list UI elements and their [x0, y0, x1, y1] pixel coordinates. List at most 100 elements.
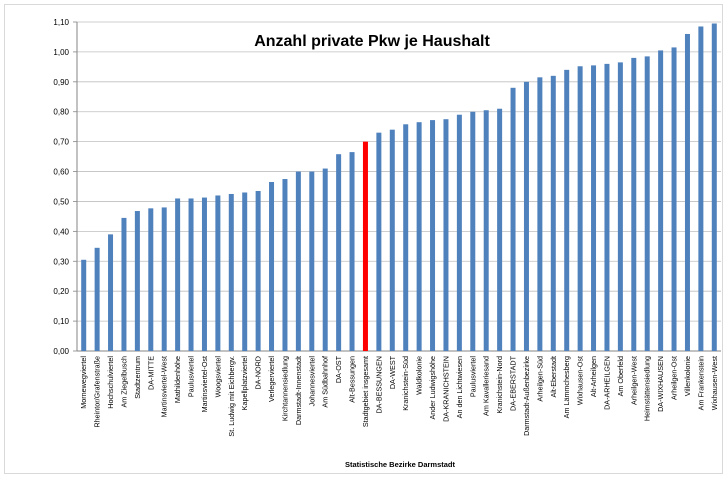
bar	[564, 69, 570, 351]
y-tick-label: 0,80	[53, 108, 69, 117]
bar	[430, 120, 436, 351]
bar	[497, 108, 503, 352]
x-tick-label: Hochschulviertel	[106, 356, 115, 409]
bar	[658, 50, 664, 351]
bar	[376, 132, 382, 351]
bar	[148, 208, 154, 351]
x-tick-label: Stadtzentrum	[133, 356, 142, 399]
bar	[175, 198, 181, 351]
bar	[81, 259, 87, 351]
y-tick-label: 0,00	[53, 347, 69, 356]
x-tick-label: An den Lichtwiesen	[455, 356, 464, 418]
x-tick-label: Kapellplatzviertel	[240, 356, 249, 411]
bar	[215, 195, 221, 351]
x-tick-label: Villenkolonie	[683, 356, 692, 396]
bar	[188, 198, 194, 351]
bar	[671, 47, 677, 351]
x-tick-label: Am Südbahnhof	[321, 356, 330, 408]
x-tick-label: Am Ziegelbusch	[119, 356, 128, 408]
x-tick-label: Arheilgen-West	[629, 356, 638, 405]
bar	[201, 197, 207, 351]
x-tick-label: Alt-Bessungen	[348, 356, 357, 403]
bar	[698, 26, 704, 352]
bar	[322, 168, 328, 351]
y-tick-label: 0,50	[53, 197, 69, 206]
x-tick-label: Stadtgebiet insgesamt	[361, 356, 370, 427]
bar	[604, 63, 610, 351]
x-tick-label: DA-MITTE	[146, 356, 155, 390]
x-tick-label: DA-NORD	[254, 356, 263, 390]
bar	[269, 182, 275, 351]
x-tick-label: DA-WEST	[388, 355, 397, 389]
y-tick-label: 1,00	[53, 48, 69, 57]
bar	[161, 207, 167, 351]
x-tick-label: Alt-Arheilgen	[589, 356, 598, 397]
x-tick-label: Arheilgen-Ost	[670, 356, 679, 400]
x-tick-label: Rheintor/Grafenstraße	[93, 356, 102, 428]
axes	[73, 21, 721, 352]
x-tick-label: Darmstadt-Außenbezirke	[522, 356, 531, 436]
bar	[94, 247, 100, 351]
x-tick-label: DA-OST	[334, 355, 343, 383]
x-tick-label: Heimstättensiedlung	[643, 356, 652, 421]
x-tick-label: Am Kavalleriesand	[482, 356, 491, 416]
bars	[81, 23, 717, 352]
x-tick-label: Verlegerviertel	[267, 356, 276, 402]
bar	[631, 57, 637, 352]
y-tick-label: 0,90	[53, 78, 69, 87]
bar	[684, 33, 690, 352]
x-tick-label: Darmstadt-Innenstadt	[294, 356, 303, 425]
bar	[443, 119, 449, 351]
x-axis-title: Statistische Bezirke Darmstadt	[345, 460, 456, 469]
bar	[644, 56, 650, 352]
bar	[591, 65, 597, 352]
x-tick-label: DA-WIXHAUSEN	[656, 356, 665, 412]
bar	[295, 171, 301, 351]
bar	[483, 110, 489, 352]
y-tick-label: 0,30	[53, 257, 69, 266]
bar	[336, 154, 342, 351]
bar	[282, 179, 288, 351]
x-tick-label: DA-KRANICHSTEIN	[441, 356, 450, 422]
bar	[403, 124, 409, 351]
x-tick-label: Martinsviertel-West	[160, 356, 169, 417]
y-tick-label: 1,10	[53, 18, 69, 27]
bar	[349, 152, 355, 351]
bar	[510, 87, 516, 352]
x-tick-label: Am Oberfeld	[616, 356, 625, 396]
x-tick-label: Woogsviertel	[213, 356, 222, 398]
x-tick-label: Kirchtannensiedlung	[280, 356, 289, 421]
bar	[537, 77, 543, 351]
y-tick-label: 0,10	[53, 317, 69, 326]
bar	[577, 66, 583, 352]
x-tick-label: Paulusviertel	[468, 356, 477, 398]
x-tick-label: St. Ludwig mit Eichbergv.	[227, 356, 236, 437]
bar	[121, 217, 127, 351]
y-tick-labels: 0,00 0,10 0,20 0,30 0,40 0,50 0,60 0,70 0,80 0,90…	[53, 18, 69, 356]
bar	[550, 75, 556, 351]
x-tick-label: Arheilgen-Süd	[535, 356, 544, 402]
x-tick-label: DA-EBERSTADT	[509, 355, 518, 411]
bar	[309, 171, 315, 351]
bar	[456, 114, 462, 351]
x-tick-label: Mornewegviertel	[79, 356, 88, 409]
bar	[108, 234, 114, 351]
y-tick-label: 0,40	[53, 227, 69, 236]
x-tick-label: Kranichstein-Nord	[495, 356, 504, 414]
bar	[134, 211, 140, 351]
x-tick-label: Mathildenhöhe	[173, 356, 182, 403]
x-tick-label: Kranichstein-Süd	[401, 356, 410, 411]
bar	[617, 62, 623, 352]
x-tick-label: Am Frankenstein	[696, 356, 705, 410]
bar	[523, 81, 529, 352]
x-tick-label: DA-ARHEILGEN	[602, 356, 611, 410]
x-tick-label: Waldkolonie	[415, 356, 424, 395]
y-tick-label: 0,70	[53, 138, 69, 147]
bar	[242, 192, 248, 351]
bar	[470, 111, 476, 352]
x-tick-label: Wixhausen-West	[710, 356, 719, 410]
x-tick-label: Wixhausen-Ost	[576, 356, 585, 405]
bar	[255, 190, 261, 351]
chart-title: Anzahl private Pkw je Haushalt	[254, 33, 490, 50]
